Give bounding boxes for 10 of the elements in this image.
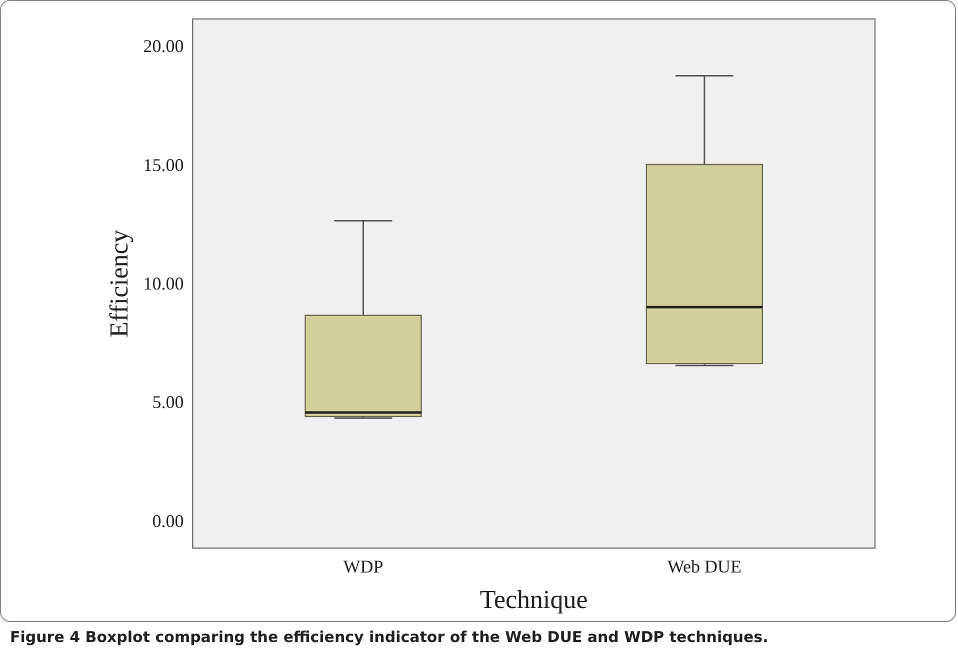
y-tick-label: 0.00: [152, 510, 184, 531]
y-tick-label: 5.00: [152, 392, 184, 412]
caption: Figure 4 Boxplot comparing the efficiency indicator of the Web DUE and WDP techniques.: [10, 628, 768, 646]
y-tick-label: 20.00: [143, 36, 184, 56]
x-tick-label: Web DUE: [667, 556, 742, 577]
y-axis-title: Efficiency: [104, 230, 134, 338]
x-tick-label: WDP: [343, 556, 384, 577]
y-tick-label: 10.00: [143, 274, 184, 294]
x-axis-title: Technique: [480, 585, 588, 614]
y-tick-label: 15.00: [143, 154, 184, 175]
